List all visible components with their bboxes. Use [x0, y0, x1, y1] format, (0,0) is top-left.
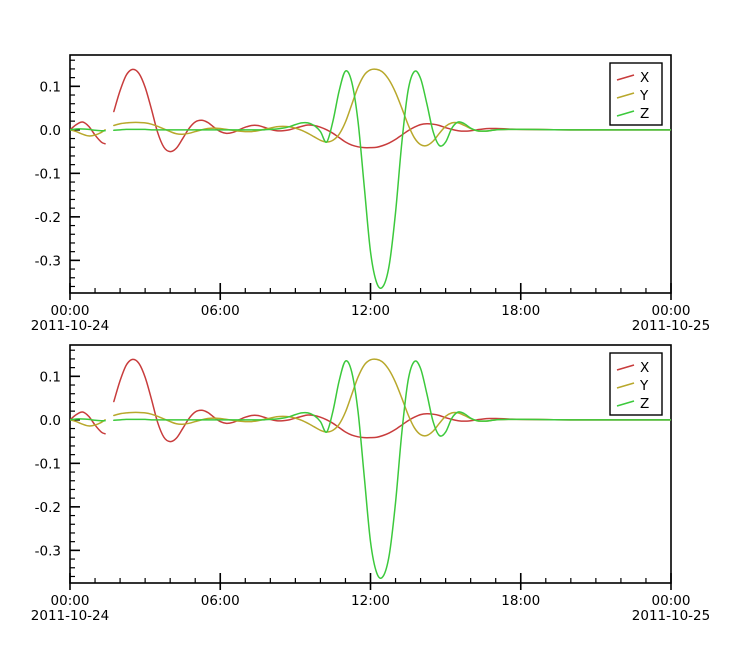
- trace-x: [70, 68, 671, 153]
- x-tick-label: 00:00: [652, 593, 691, 609]
- legend[interactable]: XYZ: [609, 62, 663, 126]
- legend-label-y: Y: [639, 378, 649, 394]
- legend-label-z: Z: [640, 106, 649, 122]
- x-tick-label: 12:00: [351, 593, 390, 609]
- y-tick-label: 0.1: [40, 79, 61, 95]
- trace-x: [70, 358, 671, 443]
- x-tick-label: 00:00: [652, 303, 691, 319]
- x-tick-label: 06:00: [201, 303, 240, 319]
- chart-panel-bottom: 0.1 0.0 -0.1 -0.2 -0.3 00:00 2011-10-24 06:00 12…: [0, 315, 730, 635]
- plot-frame: [69, 344, 672, 584]
- data-traces: [70, 68, 671, 289]
- legend-swatch-y: [616, 382, 635, 389]
- y-tick-label: 0.0: [40, 123, 61, 139]
- legend-label-x: X: [640, 360, 649, 376]
- trace-z: [70, 360, 671, 579]
- x-tick-date-label: 2011-10-25: [632, 318, 710, 334]
- x-tick-label: 18:00: [501, 303, 540, 319]
- legend-swatch-x: [616, 364, 635, 371]
- legend[interactable]: XYZ: [609, 352, 663, 416]
- y-tick-label: -0.1: [35, 166, 61, 182]
- y-tick-label: 0.1: [40, 369, 61, 385]
- legend-label-z: Z: [640, 396, 649, 412]
- legend-box: [609, 352, 663, 416]
- chart-panel-top: 0.1 0.0 -0.1 -0.2 -0.3 00:00 2011-10-24 06:00 12…: [0, 25, 730, 345]
- x-axis-ticks: [69, 573, 672, 583]
- x-tick-label: 00:00: [51, 593, 90, 609]
- x-tick-date-label: 2011-10-24: [31, 608, 109, 624]
- x-tick-label: 18:00: [501, 593, 540, 609]
- trace-z: [70, 70, 671, 289]
- x-tick-label: 12:00: [351, 303, 390, 319]
- y-tick-label: -0.1: [35, 456, 61, 472]
- x-tick-date-label: 2011-10-24: [31, 318, 109, 334]
- y-tick-label: -0.2: [35, 500, 61, 516]
- legend-swatch-y: [616, 92, 635, 99]
- x-tick-date-label: 2011-10-25: [632, 608, 710, 624]
- trace-y: [70, 68, 671, 147]
- y-axis-labels: 0.1 0.0 -0.1 -0.2 -0.3: [35, 369, 80, 559]
- legend-swatch-z: [616, 110, 635, 117]
- legend-label-y: Y: [639, 88, 649, 104]
- plot-frame: [69, 54, 672, 294]
- data-traces: [70, 358, 671, 579]
- legend-swatch-z: [616, 400, 635, 407]
- x-axis-ticks: [69, 283, 672, 293]
- y-tick-label: -0.3: [35, 253, 61, 269]
- y-tick-label: -0.3: [35, 543, 61, 559]
- legend-swatch-x: [616, 74, 635, 81]
- y-tick-label: -0.2: [35, 210, 61, 226]
- x-tick-label: 00:00: [51, 303, 90, 319]
- y-tick-label: 0.0: [40, 413, 61, 429]
- x-tick-label: 06:00: [201, 593, 240, 609]
- legend-box: [609, 62, 663, 126]
- trace-y: [70, 358, 671, 437]
- legend-label-x: X: [640, 70, 649, 86]
- y-axis-labels: 0.1 0.0 -0.1 -0.2 -0.3: [35, 79, 80, 269]
